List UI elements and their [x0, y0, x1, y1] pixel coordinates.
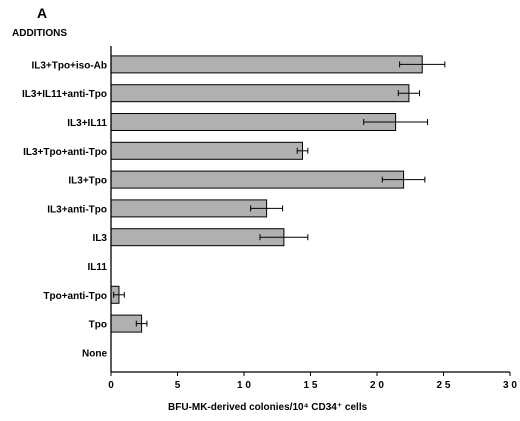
category-label: IL3+Tpo+iso-Ab: [31, 60, 107, 71]
category-label: IL3+Tpo: [68, 176, 107, 187]
category-label: IL3+anti-Tpo: [47, 204, 107, 215]
bar: [110, 55, 423, 74]
bar: [110, 199, 268, 218]
x-tick-label: 3 0: [503, 380, 517, 391]
chart-header: ADDITIONS: [12, 28, 67, 39]
bars-layer: IL3+Tpo+iso-Ab IL3+IL11+anti-Tpo IL3+IL11 I…: [22, 55, 446, 359]
x-tick-label: 0: [108, 380, 114, 391]
category-label: IL3: [93, 233, 108, 244]
category-label: None: [82, 348, 107, 359]
category-label: Tpo: [89, 320, 107, 331]
bar: [110, 141, 304, 160]
x-tick-label: 2 5: [437, 380, 451, 391]
bar: [110, 113, 397, 131]
category-label: IL3+IL11+anti-Tpo: [22, 89, 107, 100]
category-label: IL3+Tpo+anti-Tpo: [23, 147, 107, 158]
x-tick-label: 2 0: [370, 380, 384, 391]
bar: [110, 228, 285, 247]
axes: 0 5 1 0 1 5 2 0 2 5 3 0: [108, 46, 517, 391]
x-axis-label: BFU-MK-derived colonies/10⁴ CD34⁺ cells: [168, 402, 368, 413]
category-label: IL3+IL11: [67, 118, 107, 129]
bar: [110, 84, 410, 103]
category-label: Tpo+anti-Tpo: [43, 291, 107, 302]
x-tick-label: 1 5: [304, 380, 318, 391]
x-tick-label: 1 0: [237, 380, 251, 391]
x-tick-label: 5: [175, 380, 181, 391]
panel-letter: A: [37, 5, 47, 21]
category-label: IL11: [88, 262, 108, 273]
bar: [110, 170, 405, 189]
